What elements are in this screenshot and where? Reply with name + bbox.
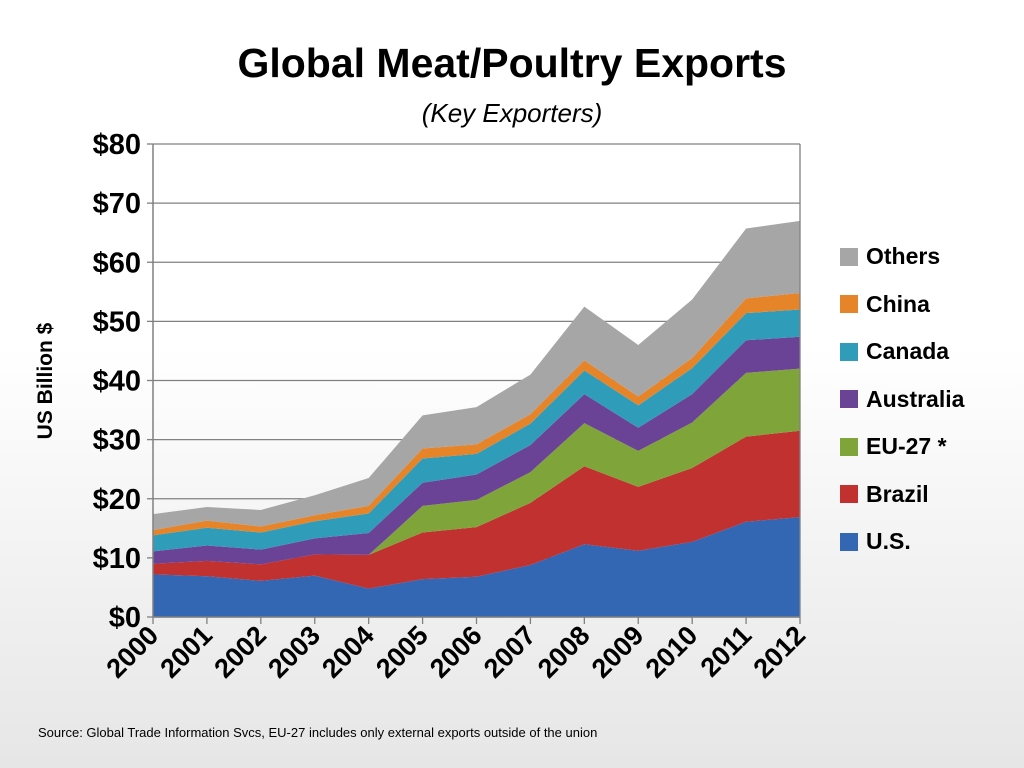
legend-item-eu-27: EU-27 * xyxy=(840,423,1020,471)
area-china xyxy=(153,292,800,536)
x-tick-label: 2008 xyxy=(532,620,596,684)
area-others xyxy=(153,220,800,531)
legend-label: Brazil xyxy=(866,480,929,507)
x-tick-label: 2002 xyxy=(208,620,272,684)
legend-label: Others xyxy=(866,243,941,270)
y-tick-label: $80 xyxy=(93,129,141,161)
area-series xyxy=(153,220,800,617)
source-note: Source: Global Trade Information Svcs, E… xyxy=(38,725,598,740)
axes xyxy=(147,143,801,624)
legend-swatch xyxy=(840,342,858,361)
legend-label: U.S. xyxy=(866,528,911,555)
x-tick-label: 2011 xyxy=(695,620,758,683)
x-tick-label: 2001 xyxy=(154,620,218,684)
legend-swatch xyxy=(840,532,858,551)
x-tick-label: 2010 xyxy=(640,620,704,684)
y-tick-label: $20 xyxy=(93,484,141,516)
legend-item-others: Others xyxy=(840,233,1020,281)
x-tick-label: 2007 xyxy=(478,620,542,684)
y-tick-label: $60 xyxy=(93,247,141,279)
legend-item-canada: Canada xyxy=(840,328,1020,376)
legend-label: Canada xyxy=(866,338,950,365)
y-tick-label: $50 xyxy=(93,306,141,338)
area-canada xyxy=(153,309,800,552)
legend-swatch xyxy=(840,247,858,266)
x-tick-label: 2004 xyxy=(316,620,380,684)
chart-legend: Others China Canada Australia EU-27 * Brazil U… xyxy=(840,233,1020,566)
x-tick-label: 2005 xyxy=(370,620,434,684)
y-axis-label: US Billion $ xyxy=(34,322,57,439)
area-u-s xyxy=(153,517,800,617)
x-tick-labels: 2000200120022003200420052006200720082009… xyxy=(101,620,812,684)
x-tick-label: 2009 xyxy=(586,620,650,684)
chart-subtitle: (Key Exporters) xyxy=(421,98,603,128)
y-tick-label: $0 xyxy=(109,602,141,634)
y-tick-label: $70 xyxy=(93,188,141,220)
x-tick-label: 2006 xyxy=(424,620,488,684)
legend-swatch xyxy=(840,485,858,504)
legend-item-u-s: U.S. xyxy=(840,518,1020,566)
x-tick-label: 2003 xyxy=(262,620,326,684)
legend-swatch xyxy=(840,390,858,409)
y-tick-labels: $0 $10 $20 $30 $40 $50 $60 $70 $80 xyxy=(93,129,141,634)
area-australia xyxy=(153,336,800,565)
legend-item-china: China xyxy=(840,281,1020,329)
chart-title: Global Meat/Poultry Exports xyxy=(237,40,787,86)
area-brazil xyxy=(153,430,800,589)
legend-item-australia: Australia xyxy=(840,376,1020,424)
y-tick-label: $30 xyxy=(93,425,141,457)
legend-swatch xyxy=(840,295,858,314)
y-tick-label: $40 xyxy=(93,366,141,398)
area-eu-27 xyxy=(153,368,800,565)
legend-label: China xyxy=(866,290,930,317)
legend-item-brazil: Brazil xyxy=(840,471,1020,519)
legend-label: EU-27 * xyxy=(866,433,947,460)
legend-swatch xyxy=(840,437,858,456)
legend-label: Australia xyxy=(866,385,965,412)
y-tick-label: $10 xyxy=(93,543,141,575)
x-tick-label: 2012 xyxy=(748,620,812,684)
